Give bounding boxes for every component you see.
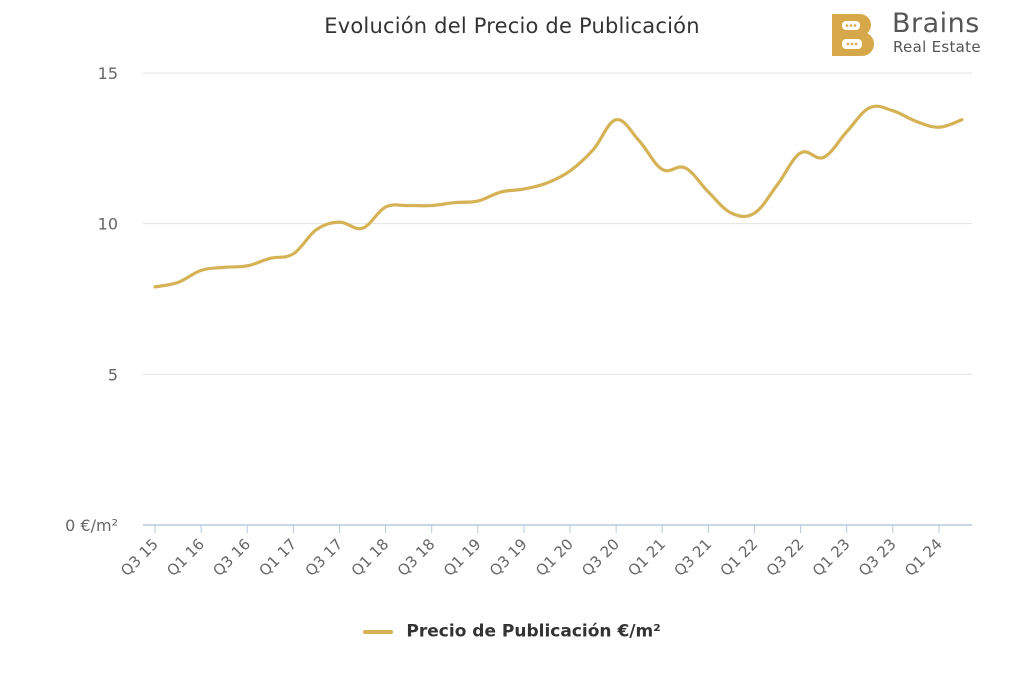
data-point[interactable] (748, 207, 760, 219)
y-tick-label: 10 (98, 215, 118, 234)
y-tick-label: 15 (98, 64, 118, 83)
logo-brand-text: Brains (892, 8, 980, 39)
data-point[interactable] (864, 102, 876, 114)
legend[interactable]: Precio de Publicación €/m² (0, 621, 1024, 642)
data-point[interactable] (933, 121, 945, 133)
data-point[interactable] (518, 183, 530, 195)
data-point[interactable] (541, 177, 553, 189)
data-point[interactable] (818, 151, 830, 163)
x-tick-label: Q1 19 (440, 535, 485, 580)
x-tick-label: Q1 16 (163, 535, 208, 580)
data-point[interactable] (449, 197, 461, 209)
data-point[interactable] (172, 276, 184, 288)
x-tick-label: Q1 18 (348, 535, 393, 580)
x-tick-label: Q3 20 (578, 535, 623, 580)
data-point[interactable] (633, 135, 645, 147)
data-point[interactable] (610, 114, 622, 126)
x-tick-label: Q1 22 (717, 535, 762, 580)
data-point[interactable] (587, 144, 599, 156)
data-point[interactable] (357, 222, 369, 234)
data-point[interactable] (403, 200, 415, 212)
data-point[interactable] (679, 162, 691, 174)
data-point[interactable] (310, 224, 322, 236)
data-point[interactable] (149, 281, 161, 293)
x-tick-label: Q3 19 (486, 535, 531, 580)
data-point[interactable] (333, 216, 345, 228)
data-point[interactable] (264, 252, 276, 264)
chart-title: Evolución del Precio de Publicación (324, 14, 700, 38)
x-tick-label: Q1 17 (255, 535, 300, 580)
y-tick-label: 0 €/m² (65, 516, 118, 535)
data-point[interactable] (887, 105, 899, 117)
data-point[interactable] (472, 195, 484, 207)
x-tick-label: Q3 21 (670, 535, 715, 580)
data-point[interactable] (426, 200, 438, 212)
data-point[interactable] (495, 186, 507, 198)
brains-logo-icon (832, 14, 874, 56)
data-point[interactable] (702, 186, 714, 198)
data-point[interactable] (195, 264, 207, 276)
x-tick-label: Q3 22 (763, 535, 808, 580)
data-point[interactable] (287, 248, 299, 260)
x-tick-label: Q3 17 (302, 535, 347, 580)
data-point[interactable] (241, 260, 253, 272)
data-point[interactable] (910, 115, 922, 127)
series-layer (149, 102, 968, 293)
y-axis: 0 €/m² 5 10 15 (65, 64, 118, 535)
x-tick-label: Q3 15 (117, 535, 162, 580)
x-tick-label: Q1 23 (809, 535, 854, 580)
data-point[interactable] (656, 163, 668, 175)
data-point[interactable] (564, 165, 576, 177)
brand-logo: Brains Real Estate (832, 8, 1017, 58)
x-tick-label: Q1 24 (901, 535, 946, 580)
x-tick-label: Q1 21 (624, 535, 669, 580)
x-tick-label: Q3 23 (855, 535, 900, 580)
x-tick-label: Q1 20 (532, 535, 577, 580)
gridlines (143, 72, 972, 526)
data-point[interactable] (956, 114, 968, 126)
data-point[interactable] (841, 126, 853, 138)
series-line-precio-publicacion[interactable] (153, 104, 964, 289)
data-point[interactable] (772, 178, 784, 190)
y-tick-label: 5 (108, 365, 118, 384)
data-point[interactable] (218, 261, 230, 273)
x-tick-label: Q3 18 (394, 535, 439, 580)
data-point[interactable] (725, 207, 737, 219)
data-point[interactable] (380, 201, 392, 213)
logo-tagline-text: Real Estate (893, 38, 981, 56)
legend-label: Precio de Publicación €/m² (406, 621, 661, 642)
data-point[interactable] (795, 147, 807, 159)
legend-swatch (363, 629, 394, 634)
x-axis: Q3 15 Q1 16 Q3 16 Q1 17 Q3 17 Q1 18 Q3 18 Q1 19… (117, 525, 946, 580)
x-tick-label: Q3 16 (209, 535, 254, 580)
